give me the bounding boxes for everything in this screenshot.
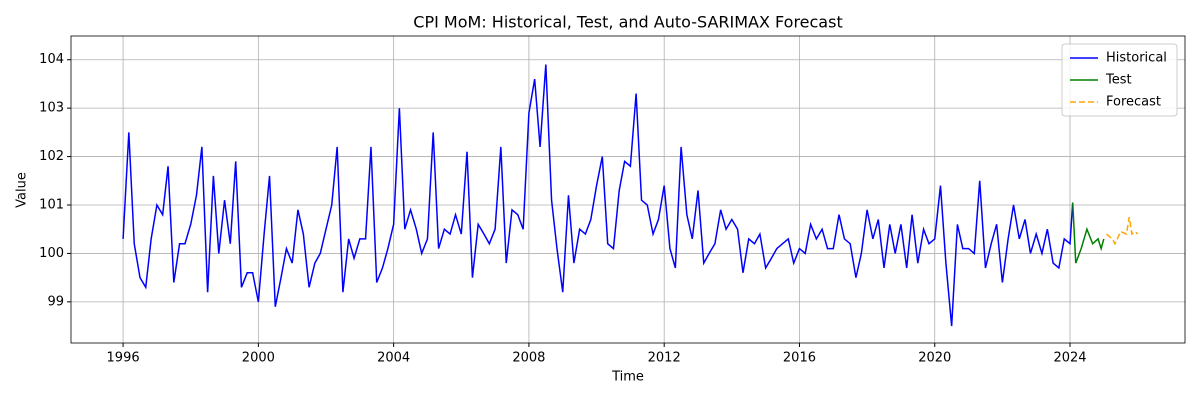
x-tick-label: 2016: [783, 351, 816, 366]
series-line: [1071, 202, 1105, 264]
y-tick-label: 100: [39, 246, 64, 261]
y-axis-label: Value: [15, 172, 30, 208]
plot-frame: [70, 35, 1186, 344]
x-tick-label: 2008: [512, 351, 545, 366]
y-tick-label: 101: [39, 197, 64, 212]
x-tick-label: 2020: [918, 351, 951, 366]
x-axis-label: Time: [611, 370, 644, 385]
y-tick-label: 104: [39, 52, 64, 67]
series-line: [122, 64, 1074, 327]
x-tick-label: 2024: [1053, 351, 1086, 366]
legend-label: Historical: [1106, 51, 1167, 66]
x-tick-label: 2012: [648, 351, 681, 366]
y-tick-label: 99: [47, 294, 64, 309]
legend-box: [1061, 43, 1178, 117]
legend-label: Test: [1105, 73, 1132, 88]
series-line: [1106, 216, 1139, 246]
x-tick-label: 1996: [107, 351, 140, 366]
chart-title: CPI MoM: Historical, Test, and Auto-SARI…: [413, 13, 842, 32]
legend-label: Forecast: [1106, 95, 1161, 110]
x-tick-label: 2004: [377, 351, 410, 366]
x-tick-label: 2000: [242, 351, 275, 366]
y-tick-label: 103: [39, 101, 64, 116]
y-tick-label: 102: [39, 149, 64, 164]
